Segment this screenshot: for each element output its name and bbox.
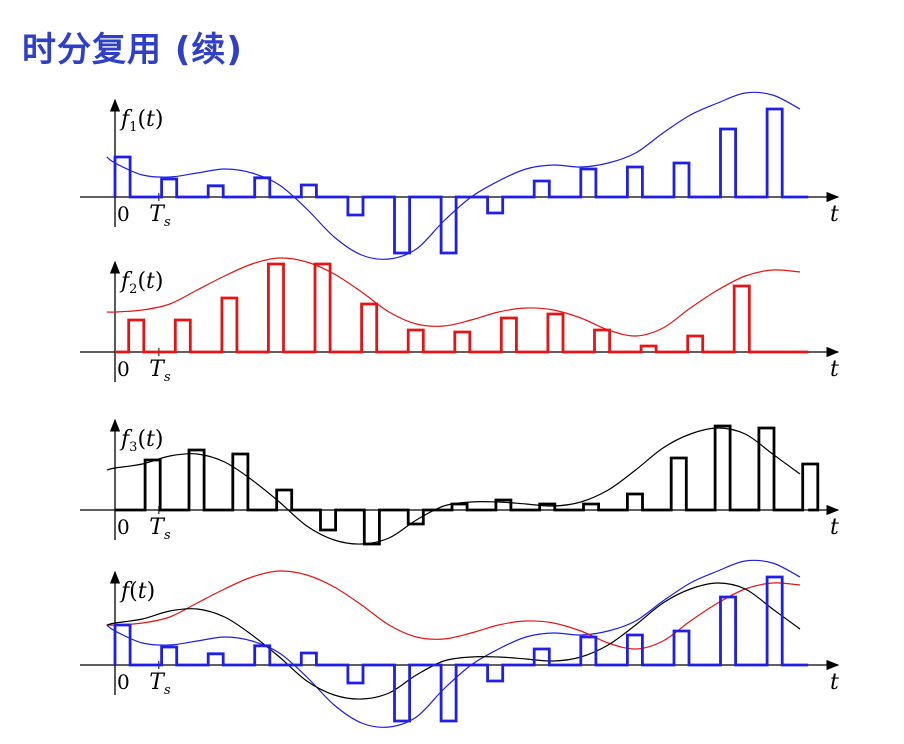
- f2-curve: [106, 257, 801, 337]
- origin-label: 0: [117, 515, 130, 539]
- f-samples: [113, 575, 809, 723]
- f2-curve: [106, 570, 801, 650]
- f3-curve: [106, 427, 801, 545]
- t-axis-label: t: [830, 515, 839, 540]
- f1-curve: [106, 559, 801, 728]
- panel-p2: f2(t) 0 Ts t: [80, 257, 840, 385]
- origin-label: 0: [117, 202, 130, 226]
- panel-function-label: f(t): [119, 579, 155, 604]
- panel-p3: f3(t) 0 Ts t: [80, 418, 840, 546]
- t-axis-label: t: [830, 670, 839, 695]
- page-title: 时分复用 (续): [22, 30, 243, 70]
- panel-function-label: f3(t): [119, 427, 163, 455]
- f2-samples: [115, 262, 809, 354]
- panel-p1: f1(t) 0 Ts t: [80, 91, 840, 260]
- origin-label: 0: [117, 357, 130, 381]
- f1-samples: [113, 107, 809, 255]
- t-axis-label: t: [830, 357, 839, 382]
- ts-label: Ts: [149, 202, 171, 230]
- ts-label: Ts: [149, 357, 171, 385]
- ts-label: Ts: [149, 670, 171, 698]
- f1-curve: [106, 91, 801, 260]
- panel-function-label: f2(t): [119, 269, 163, 297]
- f3-samples: [115, 424, 820, 546]
- ts-label: Ts: [149, 515, 171, 543]
- t-axis-label: t: [830, 202, 839, 227]
- origin-label: 0: [117, 670, 130, 694]
- f3-curve: [106, 582, 801, 700]
- panel-p4: f(t) 0 Ts t: [80, 559, 840, 728]
- panel-function-label: f1(t): [119, 107, 163, 135]
